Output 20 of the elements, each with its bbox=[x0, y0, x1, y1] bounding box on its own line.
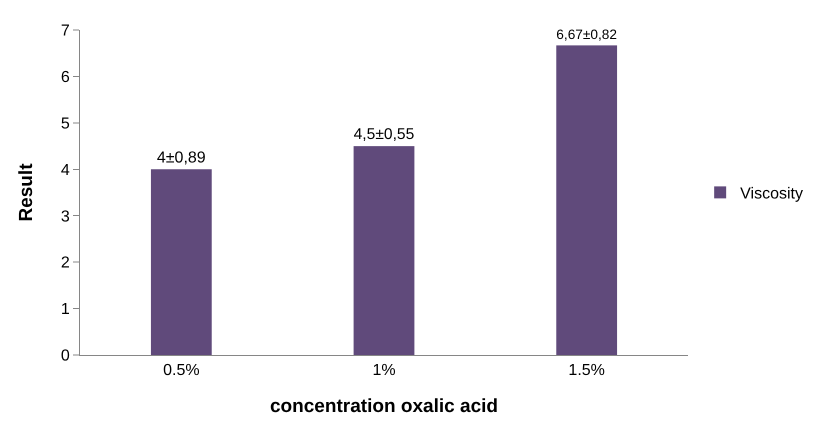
x-tick-label: 0.5% bbox=[163, 362, 200, 380]
bar bbox=[150, 169, 212, 355]
text: 6,67±0,82 bbox=[556, 26, 617, 42]
text: 4,5±0,55 bbox=[354, 126, 414, 144]
bar bbox=[354, 146, 414, 355]
bar bbox=[556, 45, 618, 355]
y-tick-label: 5 bbox=[60, 115, 70, 132]
x-tick-label: 1% bbox=[372, 362, 396, 380]
x-tick-label: 1.5% bbox=[568, 362, 605, 380]
y-tick-label: 3 bbox=[60, 208, 70, 226]
y-tick-label: 6 bbox=[60, 69, 70, 86]
y-tick-label: 1 bbox=[60, 301, 70, 318]
x-axis-title: concentration oxalic acid bbox=[270, 396, 498, 417]
y-tick-label: 4 bbox=[60, 162, 70, 179]
text: 4±0,89 bbox=[156, 149, 206, 166]
y-tick-label: 2 bbox=[60, 254, 70, 272]
legend-label: Viscosity bbox=[740, 186, 804, 203]
y-tick-label: 7 bbox=[60, 22, 70, 40]
y-axis-title: Result bbox=[16, 162, 37, 222]
y-tick-label: 0 bbox=[60, 348, 70, 365]
